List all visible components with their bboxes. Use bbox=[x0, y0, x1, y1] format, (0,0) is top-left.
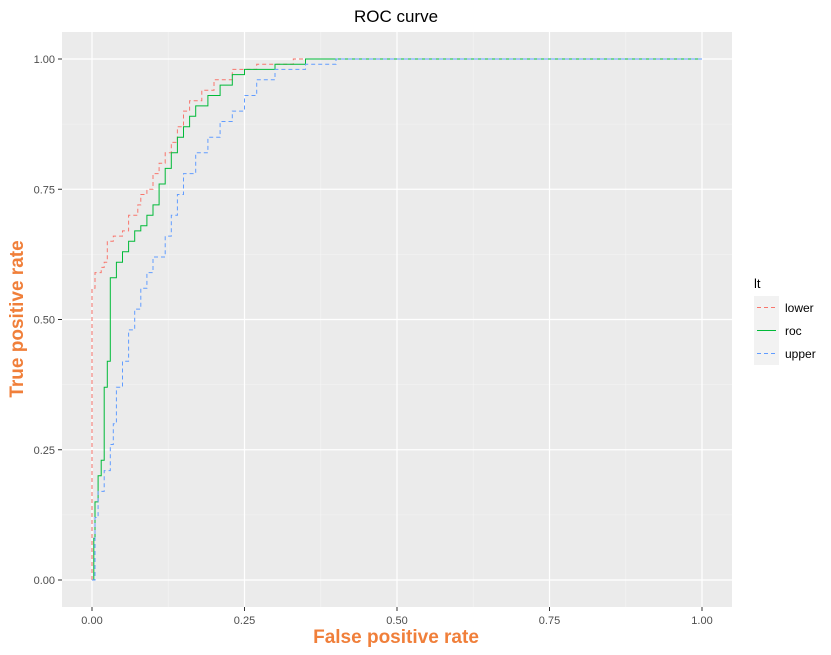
legend-items: lower roc upper bbox=[754, 296, 816, 365]
y-tick-label: 1.00 bbox=[34, 54, 55, 66]
x-ticks: 0.00 0.25 0.50 0.75 1.00 bbox=[81, 607, 713, 627]
x-tick-label: 0.50 bbox=[386, 615, 407, 627]
grid-lines bbox=[62, 32, 732, 607]
legend-label-roc: roc bbox=[785, 324, 802, 338]
x-tick-label: 0.25 bbox=[234, 615, 255, 627]
x-tick-label: 0.00 bbox=[81, 615, 102, 627]
legend: lt lower roc upper bbox=[754, 276, 816, 365]
legend-title: lt bbox=[754, 276, 761, 291]
legend-label-lower: lower bbox=[785, 301, 814, 315]
series-line-upper bbox=[92, 58, 702, 581]
x-axis-label: False positive rate bbox=[313, 627, 479, 648]
series-lines bbox=[91, 58, 702, 581]
chart-title: ROC curve bbox=[354, 7, 438, 26]
y-tick-label: 0.00 bbox=[34, 575, 55, 587]
y-axis-label: True positive rate bbox=[7, 240, 28, 397]
x-tick-label: 1.00 bbox=[691, 615, 712, 627]
series-line-roc bbox=[92, 58, 702, 581]
y-tick-label: 0.25 bbox=[34, 445, 55, 457]
y-tick-label: 0.75 bbox=[34, 184, 55, 196]
series-line-lower bbox=[91, 58, 702, 580]
legend-label-upper: upper bbox=[785, 347, 816, 361]
y-ticks: 0.00 0.25 0.50 0.75 1.00 bbox=[34, 54, 62, 587]
x-tick-label: 0.75 bbox=[539, 615, 560, 627]
y-tick-label: 0.50 bbox=[34, 315, 55, 327]
